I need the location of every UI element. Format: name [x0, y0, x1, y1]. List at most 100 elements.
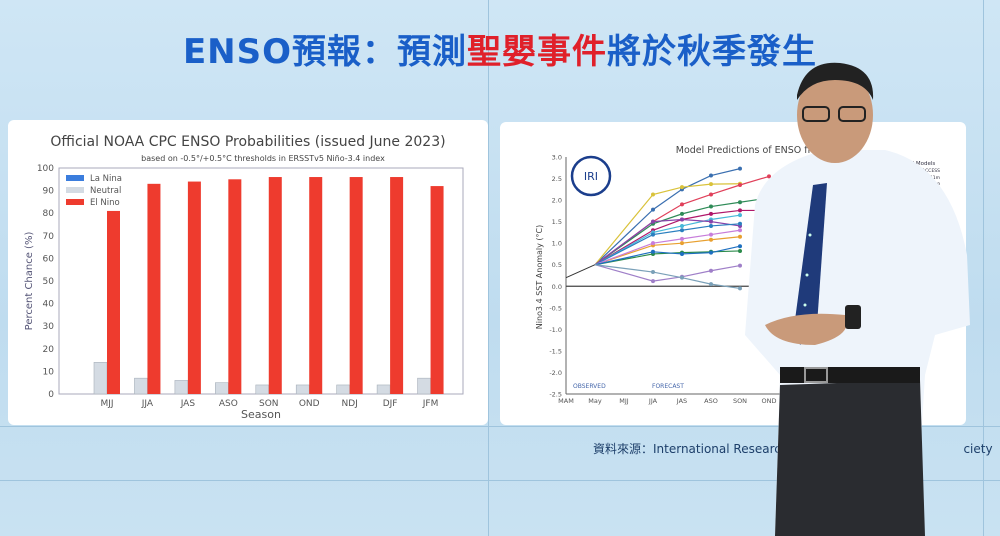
x-tick-label: NDJ	[342, 399, 358, 409]
model-point	[709, 223, 713, 228]
neutral-bar	[295, 384, 310, 395]
x-tick-label: MAM	[558, 397, 574, 405]
y-tick-label: 80	[43, 209, 55, 219]
neutral-bar	[376, 384, 391, 395]
neutral-bar	[134, 377, 148, 395]
y-tick-label: 20	[43, 345, 55, 355]
neutral-bar	[93, 362, 108, 395]
title-part: ENSO預報：預測	[182, 32, 468, 72]
model-point	[709, 173, 713, 178]
el-nino-bar	[107, 210, 120, 394]
model-point	[709, 250, 713, 255]
y-tick-label: -2.5	[549, 391, 562, 399]
x-tick-label: JAS	[180, 399, 196, 409]
y-tick-label: 0.0	[552, 283, 562, 291]
model-point	[738, 208, 742, 213]
background-gridline	[0, 480, 1000, 481]
y-tick-label: -1.5	[549, 347, 562, 355]
neutral-bar	[336, 384, 350, 395]
y-tick-label: 100	[37, 164, 54, 174]
source-caption: 資料來源：International Research ciety	[593, 440, 993, 457]
model-point	[680, 236, 684, 241]
model-point	[767, 174, 771, 179]
model-point	[709, 232, 713, 237]
y-tick-label: -0.5	[549, 304, 562, 312]
y-tick-label: 90	[43, 187, 55, 197]
model-point	[680, 202, 684, 207]
y-tick-label: 1.5	[552, 218, 562, 226]
model-point	[651, 241, 655, 246]
chart-title: Official NOAA CPC ENSO Probabilities (is…	[50, 134, 445, 150]
model-point	[680, 185, 684, 190]
model-point	[738, 221, 742, 226]
model-series-line	[594, 264, 741, 290]
el-nino-bar	[268, 177, 282, 394]
el-nino-bar	[147, 183, 161, 394]
iri-logo	[570, 155, 612, 197]
y-tick-label: -2.0	[549, 369, 562, 377]
observed-line	[565, 264, 596, 279]
y-tick-label: 0.5	[552, 261, 562, 269]
x-tick-label: JFM	[422, 399, 439, 409]
noaa-probability-chart: Official NOAA CPC ENSO Probabilities (is…	[24, 134, 464, 421]
legend-label: Neutral	[90, 186, 121, 196]
y-tick-label: 30	[43, 322, 55, 332]
model-point	[709, 219, 713, 224]
neutral-bar	[417, 377, 431, 395]
y-tick-label: 2.5	[552, 175, 562, 183]
y-tick-label: 70	[43, 232, 55, 242]
x-tick-label: JAS	[676, 397, 687, 405]
model-point	[680, 228, 684, 233]
y-tick-label: 0	[48, 390, 54, 400]
legend-swatch	[66, 199, 84, 205]
title-highlight: 聖嬰事件	[467, 32, 608, 72]
model-point	[651, 270, 655, 275]
model-point	[709, 204, 713, 209]
title-part: 將於秋季發生	[607, 32, 818, 72]
legend-label: La Nina	[90, 174, 122, 184]
source-text-tail: ciety	[963, 442, 993, 456]
neutral-bar	[215, 382, 229, 395]
model-point	[680, 223, 684, 228]
presenter-figure	[745, 62, 970, 536]
x-tick-label: JJA	[648, 397, 658, 405]
background-gridline	[0, 426, 1000, 427]
el-nino-bar	[430, 186, 444, 394]
model-point	[738, 183, 742, 188]
model-point	[738, 286, 742, 291]
el-nino-bar	[349, 177, 363, 394]
model-point	[709, 268, 713, 273]
model-series-line	[594, 197, 770, 266]
model-point	[738, 234, 742, 239]
model-point	[680, 241, 684, 246]
background-gridline	[983, 0, 984, 536]
model-point	[738, 263, 742, 268]
source-text: 資料來源：International Research	[593, 442, 789, 456]
model-point	[651, 207, 655, 212]
forecast-label: FORECAST	[652, 383, 684, 390]
legend-label: El Nino	[90, 198, 120, 208]
y-tick-label: 40	[43, 300, 55, 310]
model-point	[738, 228, 742, 233]
y-tick-label: 50	[43, 277, 55, 287]
chart-subtitle: based on -0.5°/+0.5°C thresholds in ERSS…	[141, 154, 385, 163]
neutral-bar	[174, 380, 189, 395]
model-point	[651, 192, 655, 197]
x-tick-label: MJJ	[619, 397, 629, 405]
el-nino-bar	[228, 179, 242, 394]
model-point	[680, 275, 684, 280]
model-point	[709, 237, 713, 242]
model-point	[738, 166, 742, 171]
x-tick-label: SON	[733, 397, 747, 405]
y-axis-label: Nino3.4 SST Anomaly (°C)	[535, 225, 544, 329]
model-point	[738, 248, 742, 253]
y-tick-label: 3.0	[552, 154, 562, 162]
model-point	[680, 217, 684, 222]
el-nino-bar	[309, 177, 323, 394]
y-tick-label: 1.0	[552, 240, 562, 248]
x-tick-label: JJA	[141, 399, 154, 409]
x-tick-label: OND	[762, 397, 777, 405]
observed-label: OBSERVED	[573, 383, 606, 390]
model-point	[680, 211, 684, 216]
x-tick-label: DJF	[383, 399, 398, 409]
